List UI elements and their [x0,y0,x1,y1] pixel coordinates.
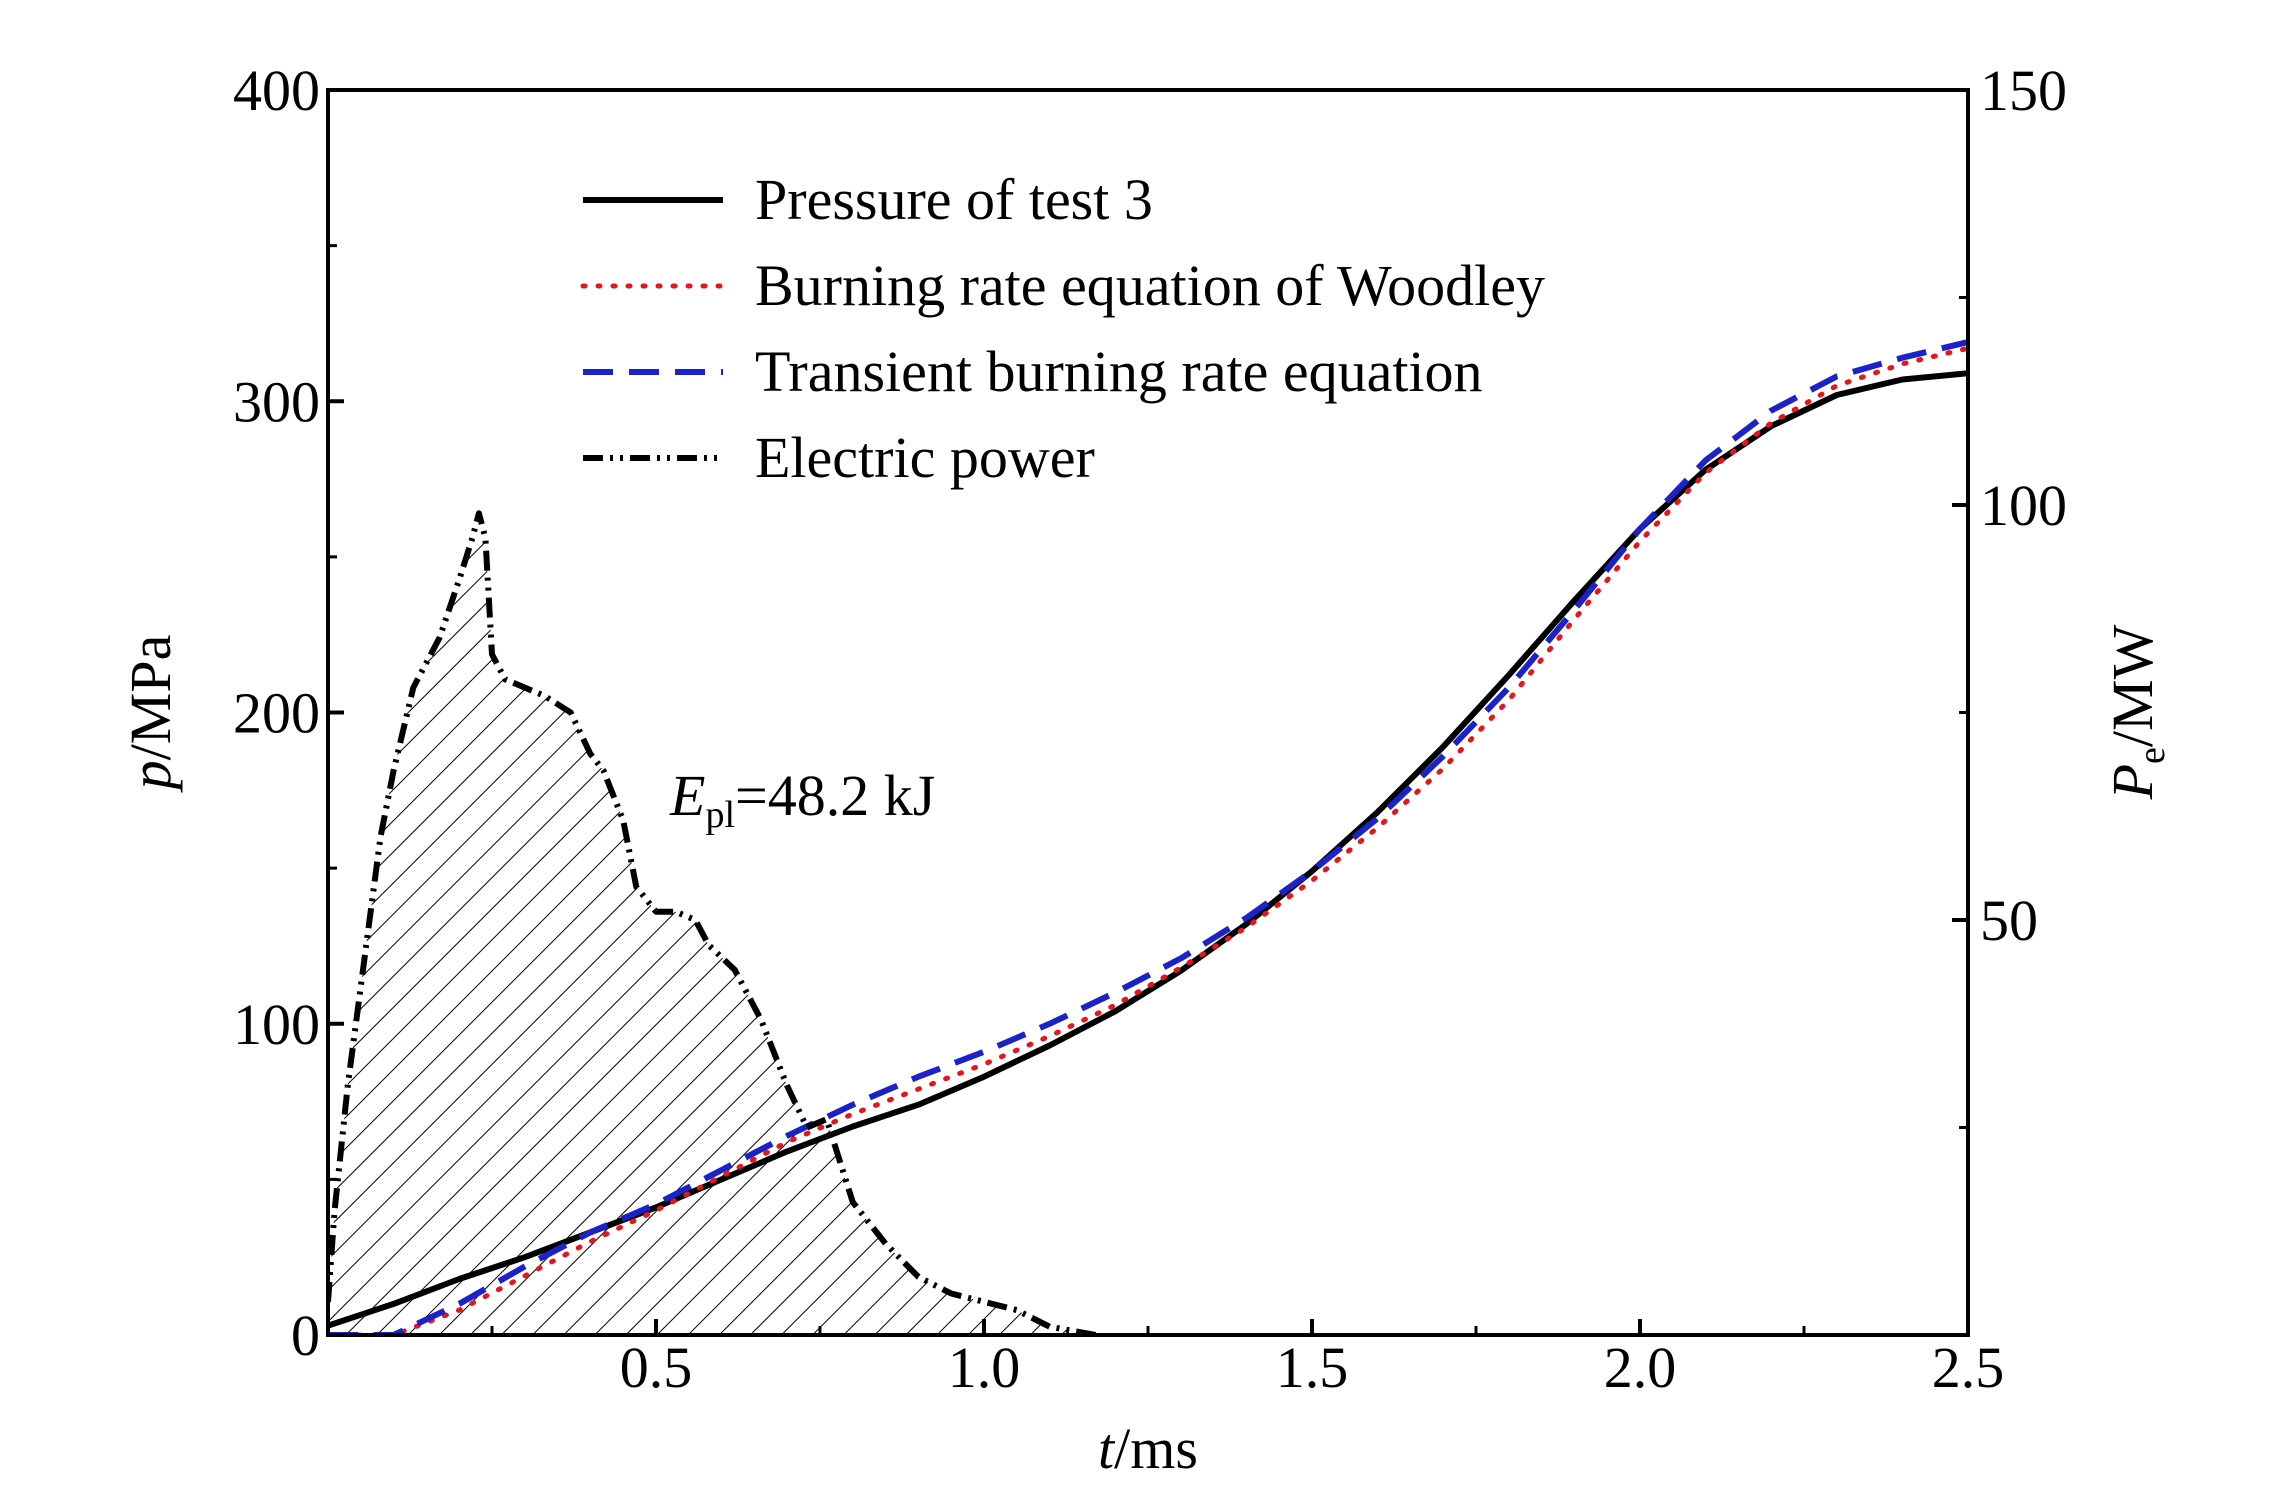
y-left-tick-label: 300 [233,369,320,434]
y-left-axis-label: p/MPa [118,635,183,794]
y-right-tick-label: 150 [1980,58,2067,123]
energy-annotation: Epl=48.2 kJ [669,763,935,836]
y-left-tick-label: 100 [233,992,320,1057]
y-left-tick-label: 0 [291,1303,320,1368]
legend-label: Transient burning rate equation [755,339,1483,404]
x-tick-label: 0.5 [620,1335,693,1400]
x-tick-label: 2.5 [1932,1335,2005,1400]
legend: Pressure of test 3 Burning rate equation … [580,167,1545,490]
x-tick-label: 1.0 [948,1335,1021,1400]
series-line-electric-power [328,510,1097,1335]
y-left-tick-label: 200 [233,681,320,746]
legend-label: Pressure of test 3 [755,167,1153,232]
hatched-energy-area [328,513,1096,1335]
series-line-transient-burning-rate-equation [328,339,1968,1335]
series-line-burning-rate-equation-of-woodley [328,345,1968,1335]
y-left-tick-label: 400 [233,58,320,123]
y-right-tick-label: 100 [1980,473,2067,538]
tick-marks [326,88,1970,1337]
legend-label: Electric power [755,425,1095,490]
plot-area [326,88,1970,1337]
series-layer [328,339,1968,1335]
hatched-area-electric-power [328,513,1096,1335]
y-right-tick-labels: 50 100 150 [1980,58,2067,953]
x-tick-label: 1.5 [1276,1335,1349,1400]
x-tick-labels: 0.5 1.0 1.5 2.0 2.5 [620,1335,2005,1400]
legend-label: Burning rate equation of Woodley [755,253,1545,318]
y-right-tick-label: 50 [1980,888,2038,953]
y-right-axis-label: Pe/MW [2100,624,2173,800]
x-axis-label: t/ms [1098,1416,1198,1481]
y-left-tick-labels: 0 100 200 300 400 [233,58,320,1368]
x-tick-label: 2.0 [1604,1335,1677,1400]
